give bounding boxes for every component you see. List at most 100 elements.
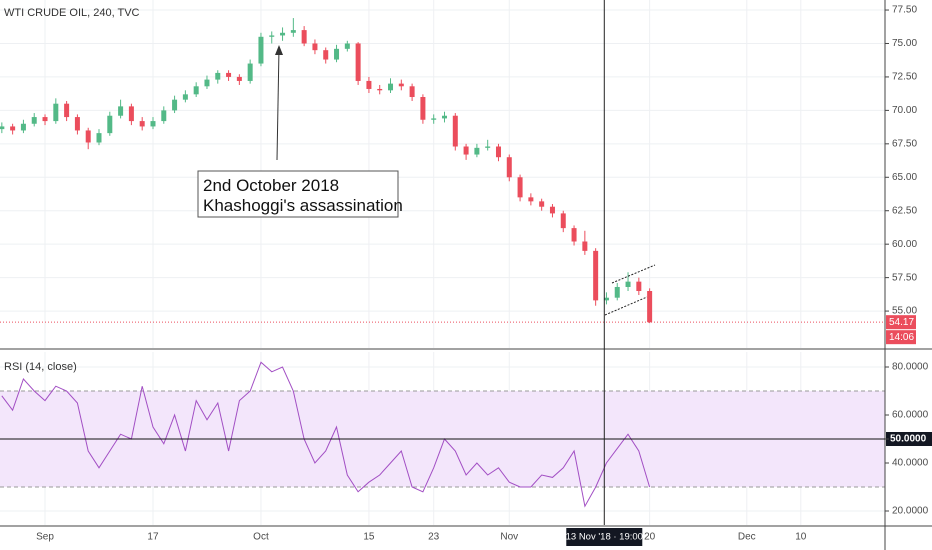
candle-body	[290, 30, 296, 33]
candle-body	[452, 115, 458, 147]
y-tick-label: 62.50	[892, 205, 917, 216]
rsi-title: RSI (14, close)	[4, 361, 77, 373]
x-tick-label: 23	[428, 532, 440, 543]
marks	[0, 18, 885, 508]
candle-body	[441, 115, 447, 119]
candle-body	[226, 72, 232, 77]
candle-body	[0, 126, 5, 130]
candle-body	[355, 43, 361, 81]
candle-body	[409, 86, 415, 98]
y-tick-label: 77.50	[892, 5, 917, 16]
annotation-text: Khashoggi's assassination	[203, 196, 403, 215]
candle-body	[582, 241, 588, 251]
candle-body	[193, 86, 199, 95]
y-tick-label: 67.50	[892, 138, 917, 149]
y-tick-label: 55.00	[892, 306, 917, 317]
y-tick-label: 65.00	[892, 172, 917, 183]
y-tick-label: 57.50	[892, 272, 917, 283]
candle-body	[161, 110, 167, 122]
channel-line	[604, 296, 648, 316]
candle-body	[215, 72, 221, 80]
candle-body	[517, 177, 523, 198]
candle-body	[647, 291, 653, 323]
candle-body	[204, 79, 210, 87]
candle-body	[128, 106, 134, 122]
candle-body	[377, 88, 383, 91]
last-price-label: 54.17	[889, 317, 914, 328]
candle-body	[42, 117, 48, 122]
candle-body	[74, 117, 80, 131]
annotation-text: 2nd October 2018	[203, 176, 339, 195]
y-tick-label: 70.00	[892, 105, 917, 116]
annotation-arrow	[276, 47, 280, 161]
candle-body	[312, 43, 318, 51]
y2-tick-label: 60.0000	[892, 410, 929, 421]
chart-title: WTI CRUDE OIL, 240, TVC	[4, 7, 140, 19]
candle-body	[431, 118, 437, 120]
x-tick-label: 20	[644, 532, 656, 543]
rsi-midline-label-box	[886, 432, 932, 447]
arrow-head	[275, 45, 283, 55]
candle-body	[280, 32, 286, 36]
last-price-box	[886, 315, 916, 330]
candle-body	[549, 206, 555, 214]
y2-tick-label: 20.0000	[892, 506, 929, 517]
x-tick-label: Oct	[253, 532, 269, 543]
x-tick-label: Dec	[738, 532, 756, 543]
candle-body	[420, 97, 426, 120]
candle-body	[269, 35, 275, 37]
crosshair-label: 13 Nov '18 · 19:00	[566, 532, 643, 543]
candle-body	[258, 36, 264, 64]
candle-body	[53, 103, 59, 122]
x-tick-label: 10	[795, 532, 807, 543]
candle-body	[366, 80, 372, 89]
candle-body	[118, 106, 124, 116]
candle-body	[528, 197, 534, 202]
candle-body	[64, 103, 70, 118]
candle-body	[463, 146, 469, 155]
candle-body	[625, 281, 631, 287]
x-tick-label: 17	[147, 532, 159, 543]
candle-body	[31, 117, 37, 124]
candle-body	[247, 63, 253, 81]
x-tick-label: Nov	[500, 532, 518, 543]
y2-tick-label: 80.0000	[892, 362, 929, 373]
candle-body	[388, 83, 394, 91]
candle-body	[139, 121, 145, 127]
annotation-box	[197, 170, 399, 218]
candle-body	[474, 147, 480, 155]
candle-body	[301, 30, 307, 44]
candle-body	[334, 48, 340, 60]
candle-body	[593, 250, 599, 301]
candle-body	[603, 297, 609, 301]
candle-body	[539, 201, 545, 207]
candle-body	[182, 94, 188, 100]
candle-body	[560, 213, 566, 229]
crosshair-label-box	[566, 528, 643, 546]
y-tick-label: 72.50	[892, 72, 917, 83]
candle-body	[485, 146, 491, 148]
candle-body	[344, 43, 350, 49]
candle-body	[107, 115, 113, 134]
candle-body	[10, 126, 16, 131]
y2-tick-label: 40.0000	[892, 458, 929, 469]
candle-body	[495, 146, 501, 158]
y-tick-label: 75.00	[892, 38, 917, 49]
candle-body	[506, 157, 512, 178]
candle-body	[398, 83, 404, 87]
candle-body	[571, 228, 577, 242]
candle-body	[636, 281, 642, 292]
y2-tick-label: 50.0000	[890, 434, 927, 445]
candle-body	[150, 121, 156, 127]
candle-body	[172, 99, 178, 111]
candle-body	[614, 286, 620, 298]
candle-body	[20, 123, 26, 131]
rsi-line	[1, 361, 651, 508]
y-tick-label: 60.00	[892, 239, 917, 250]
candle-body	[96, 133, 102, 143]
x-tick-label: Sep	[36, 532, 54, 543]
candle-body	[323, 50, 329, 60]
countdown-label: 14:06	[889, 332, 914, 343]
